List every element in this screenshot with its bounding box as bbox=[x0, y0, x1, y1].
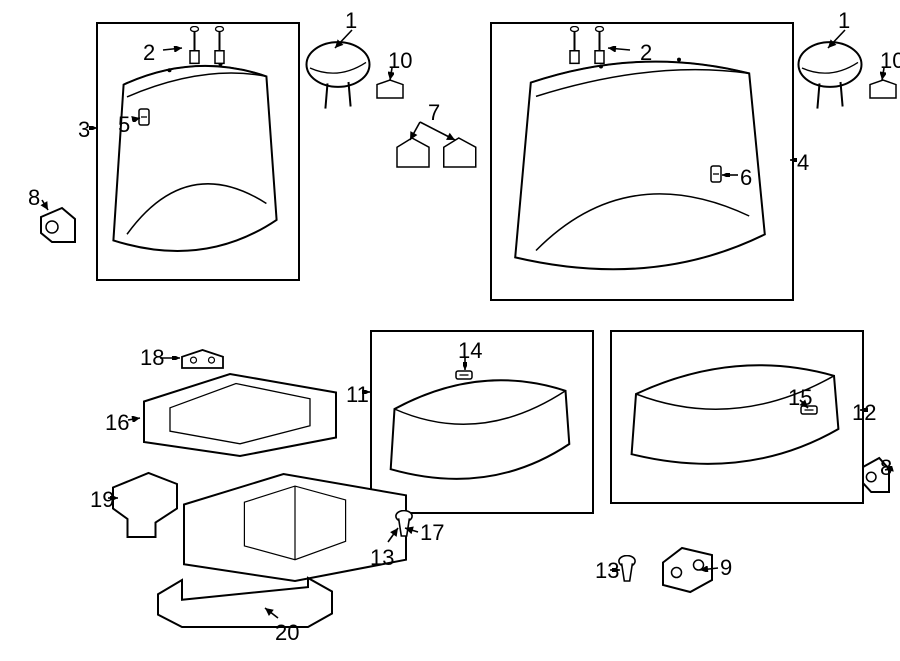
callout-16: 16 bbox=[105, 410, 129, 436]
callout-arrow-1 bbox=[826, 28, 847, 50]
callout-arrow-12 bbox=[858, 408, 870, 412]
callout-8: 8 bbox=[28, 185, 40, 211]
guide-pair-left bbox=[180, 26, 230, 71]
callout-2: 2 bbox=[640, 40, 652, 66]
callout-arrow-16 bbox=[126, 416, 142, 422]
panel-16 bbox=[140, 370, 340, 460]
callout-arrow-20 bbox=[263, 606, 280, 620]
callout-5: 5 bbox=[118, 112, 130, 138]
callout-17: 17 bbox=[420, 520, 444, 546]
callout-arrow-19 bbox=[106, 496, 120, 500]
cushion-right bbox=[625, 345, 845, 485]
callout-arrow-7 bbox=[408, 120, 457, 142]
headrest-left bbox=[303, 40, 373, 110]
callout-6: 6 bbox=[740, 165, 752, 191]
callout-11: 11 bbox=[346, 382, 369, 408]
callout-arrow-9 bbox=[698, 566, 720, 572]
callout-arrow-15 bbox=[798, 398, 810, 410]
callout-arrow-13 bbox=[386, 526, 400, 544]
seat-back-left bbox=[110, 60, 280, 265]
callout-arrow-6 bbox=[720, 173, 740, 177]
callout-20: 20 bbox=[275, 620, 299, 646]
callout-arrow-11 bbox=[360, 390, 372, 394]
callout-12: 12 bbox=[852, 400, 876, 426]
bracket-18 bbox=[180, 348, 225, 370]
callout-arrow-1 bbox=[333, 28, 354, 50]
callout-arrow-2 bbox=[161, 46, 184, 52]
callout-arrow-4 bbox=[788, 158, 797, 162]
callout-arrow-14 bbox=[463, 356, 467, 372]
callout-arrow-13 bbox=[608, 568, 622, 572]
callout-arrow-8 bbox=[40, 198, 50, 212]
guide-pair-right bbox=[560, 26, 610, 71]
callout-arrow-10 bbox=[388, 66, 394, 82]
callout-arrow-2 bbox=[606, 46, 632, 52]
cushion-left bbox=[385, 360, 575, 500]
callout-14: 14 bbox=[458, 338, 482, 364]
callout-arrow-17 bbox=[403, 526, 420, 534]
headrest-right bbox=[795, 40, 865, 110]
callout-4: 4 bbox=[797, 150, 809, 176]
callout-13: 13 bbox=[370, 545, 394, 571]
parts-diagram: 11223456788910101112131314151617181920 bbox=[0, 0, 900, 661]
callout-arrow-8 bbox=[883, 466, 894, 472]
callout-3: 3 bbox=[78, 117, 90, 143]
bracket-19 bbox=[110, 470, 180, 540]
callout-arrow-5 bbox=[130, 116, 142, 122]
seat-back-right bbox=[510, 55, 770, 285]
bracket-20 bbox=[155, 575, 335, 630]
callout-arrow-10 bbox=[880, 66, 886, 82]
callout-arrow-18 bbox=[158, 356, 182, 360]
callout-arrow-3 bbox=[88, 126, 99, 130]
callout-9: 9 bbox=[720, 555, 732, 581]
callout-2: 2 bbox=[143, 40, 155, 66]
callout-19: 19 bbox=[90, 487, 114, 513]
